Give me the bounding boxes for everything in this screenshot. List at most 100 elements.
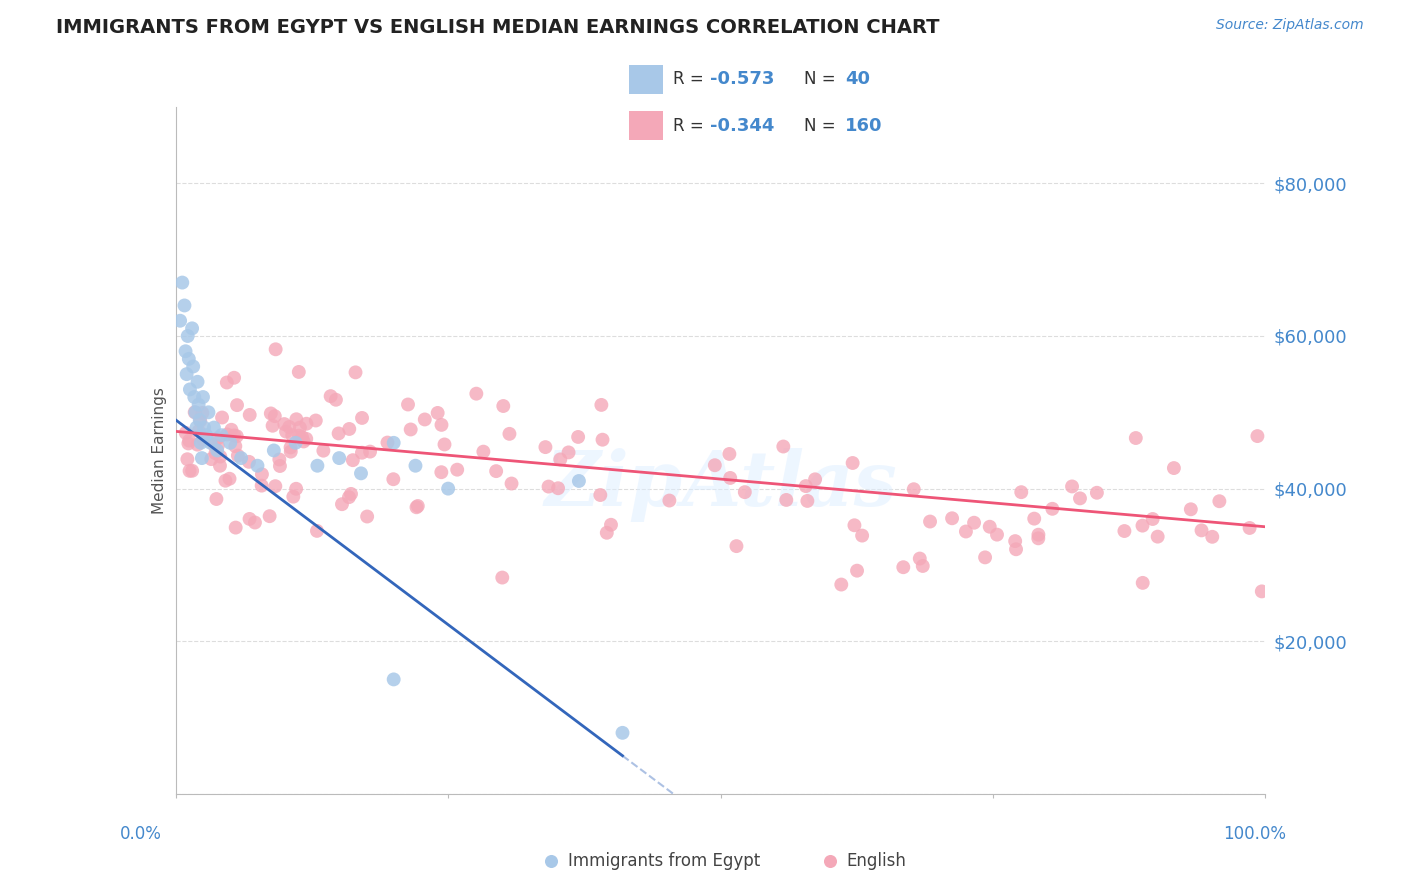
Point	[1010, 485, 1032, 500]
Point	[307, 458, 329, 473]
Point	[1060, 479, 1083, 493]
Point	[1132, 575, 1154, 590]
Point	[1132, 518, 1154, 533]
Point	[903, 482, 925, 496]
Point	[537, 479, 560, 493]
Text: -0.573: -0.573	[710, 70, 775, 88]
Point	[1191, 524, 1213, 538]
Text: 0.0%: 0.0%	[120, 825, 162, 843]
Bar	[628, 112, 662, 140]
Point	[841, 456, 863, 470]
Point	[718, 447, 741, 461]
Point	[337, 490, 360, 504]
Point	[285, 482, 308, 496]
Text: R =: R =	[672, 70, 709, 88]
Point	[891, 560, 914, 574]
Point	[465, 386, 488, 401]
Point	[775, 492, 797, 507]
Point	[963, 516, 986, 530]
Point	[262, 418, 284, 433]
Point	[288, 420, 311, 434]
Point	[703, 458, 725, 473]
Y-axis label: Median Earnings: Median Earnings	[152, 387, 167, 514]
Point	[191, 390, 214, 404]
Point	[208, 458, 231, 473]
Point	[280, 441, 302, 455]
Point	[238, 455, 260, 469]
Point	[725, 539, 748, 553]
Text: IMMIGRANTS FROM EGYPT VS ENGLISH MEDIAN EARNINGS CORRELATION CHART: IMMIGRANTS FROM EGYPT VS ENGLISH MEDIAN …	[56, 18, 939, 37]
Point	[658, 493, 681, 508]
Text: English: English	[846, 852, 907, 870]
Point	[305, 524, 328, 538]
Point	[437, 482, 460, 496]
Point	[292, 434, 315, 449]
Point	[844, 518, 866, 533]
Point	[592, 433, 614, 447]
Point	[405, 458, 427, 473]
Point	[1069, 491, 1091, 506]
Point	[214, 474, 236, 488]
Text: 100.0%: 100.0%	[1223, 825, 1286, 843]
Point	[225, 520, 247, 534]
Point	[283, 490, 305, 504]
Point	[589, 488, 612, 502]
Point	[908, 551, 931, 566]
Point	[202, 438, 225, 452]
Point	[269, 458, 291, 473]
Point	[176, 367, 198, 381]
Point	[377, 435, 399, 450]
Point	[1180, 502, 1202, 516]
Point	[183, 405, 205, 419]
Point	[211, 410, 233, 425]
Point	[174, 344, 197, 359]
Point	[205, 443, 228, 458]
Point	[169, 314, 191, 328]
Point	[1208, 494, 1230, 508]
Point	[591, 398, 613, 412]
Point	[264, 479, 287, 493]
Point	[406, 499, 429, 513]
Point	[259, 509, 281, 524]
Point	[274, 425, 297, 439]
Point	[218, 472, 240, 486]
Point	[501, 476, 523, 491]
Point	[382, 673, 405, 687]
Point	[238, 512, 260, 526]
Point	[278, 420, 301, 434]
Point	[312, 443, 335, 458]
Point	[1085, 485, 1108, 500]
Point	[1026, 532, 1049, 546]
Text: -0.344: -0.344	[710, 117, 775, 135]
Point	[405, 500, 427, 515]
Point	[399, 422, 422, 436]
Point	[177, 351, 200, 366]
Point	[851, 528, 873, 542]
Point	[794, 479, 817, 493]
Point	[177, 436, 200, 450]
Point	[295, 432, 318, 446]
Point	[1246, 429, 1268, 443]
Point	[342, 453, 364, 467]
Text: 160: 160	[845, 117, 882, 135]
Point	[207, 431, 229, 445]
Point	[1125, 431, 1147, 445]
Point	[207, 439, 229, 453]
Point	[179, 464, 201, 478]
Point	[846, 564, 869, 578]
Point	[250, 467, 273, 482]
Point	[955, 524, 977, 539]
Point	[1004, 534, 1026, 549]
Point	[498, 426, 520, 441]
Point	[188, 413, 211, 427]
Point	[224, 371, 246, 385]
Point	[1114, 524, 1136, 538]
Point	[239, 408, 262, 422]
Point	[911, 559, 934, 574]
Text: Immigrants from Egypt: Immigrants from Egypt	[568, 852, 761, 870]
Point	[184, 405, 207, 419]
Point	[172, 276, 194, 290]
Point	[1142, 512, 1164, 526]
Point	[1201, 530, 1223, 544]
Point	[243, 516, 266, 530]
